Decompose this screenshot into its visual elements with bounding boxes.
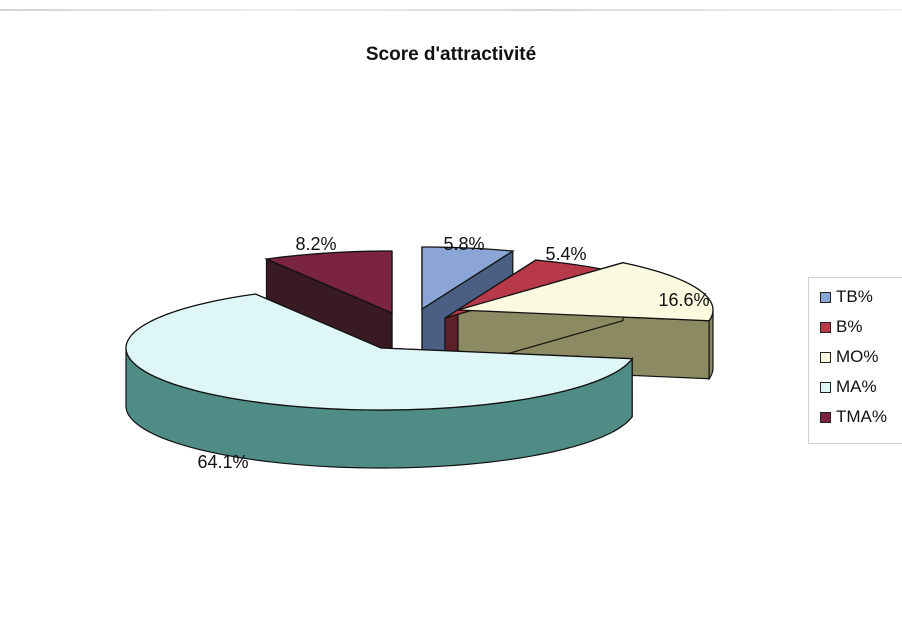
legend-item: MO% <box>820 346 879 368</box>
pie-slice <box>421 246 515 311</box>
legend-swatch <box>820 321 831 333</box>
data-label: 64.1% <box>197 452 248 472</box>
legend-label: MO% <box>836 347 879 366</box>
data-label: 5.4% <box>545 244 586 264</box>
legend-item: MA% <box>820 376 877 398</box>
pie-slice <box>264 250 393 314</box>
chart-legend: TB% B% MO% MA% TMA% <box>808 277 902 444</box>
pie-tops <box>125 246 714 411</box>
legend-swatch <box>820 381 831 393</box>
data-label: 8.2% <box>295 234 336 254</box>
top-rule <box>0 9 902 11</box>
data-label: 16.6% <box>658 290 709 310</box>
legend-label: B% <box>836 317 863 336</box>
legend-label: MA% <box>836 377 877 396</box>
pie-slice <box>125 293 634 411</box>
legend-swatch <box>820 291 831 303</box>
pie-slice <box>457 262 714 322</box>
legend-label: TMA% <box>836 407 887 426</box>
chart-title: Score d'attractivité <box>365 44 537 65</box>
legend-label: TB% <box>836 287 873 306</box>
legend-item: TB% <box>820 286 873 308</box>
legend-item: B% <box>820 316 862 338</box>
legend-swatch <box>820 351 831 363</box>
legend-swatch <box>820 411 831 423</box>
data-label: 5.8% <box>443 234 484 254</box>
legend-item: TMA% <box>820 406 887 428</box>
